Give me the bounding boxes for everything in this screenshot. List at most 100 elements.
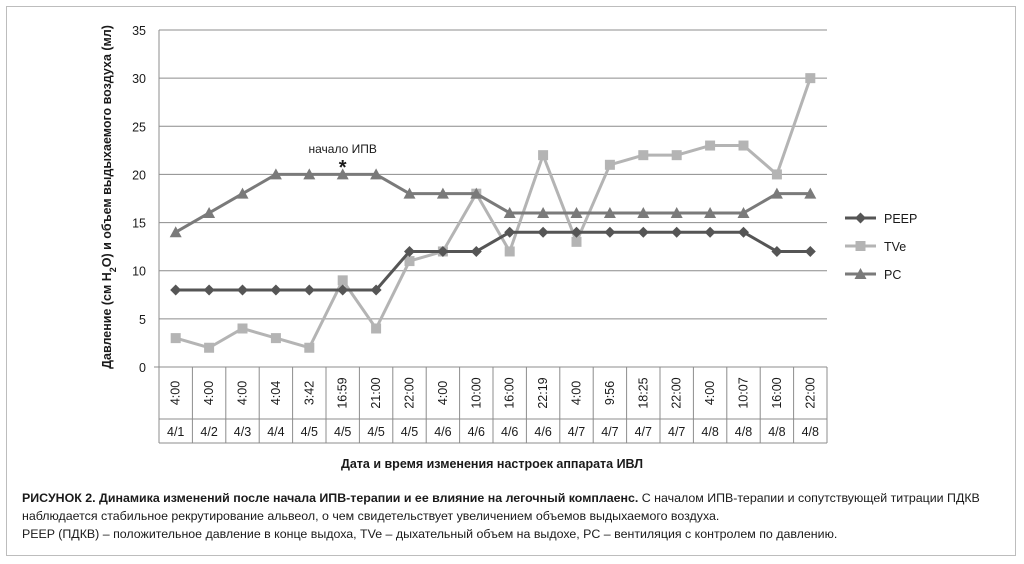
x-time-label-7: 22:00 bbox=[403, 377, 417, 408]
annotation-text: начало ИПВ bbox=[309, 142, 377, 156]
point-pc-17 bbox=[737, 206, 750, 218]
point-pc-10 bbox=[503, 206, 516, 218]
point-peep-15 bbox=[671, 226, 683, 238]
point-peep-6 bbox=[370, 284, 382, 296]
x-date-label-19: 4/8 bbox=[802, 425, 819, 439]
x-axis-label: Дата и время изменения настроек аппарата… bbox=[341, 457, 643, 471]
y-axis-label-subscript: 2 bbox=[108, 267, 118, 272]
chart-legend: PEEP TVe PC bbox=[845, 212, 917, 282]
point-pc-7 bbox=[403, 187, 416, 199]
point-tve-19 bbox=[805, 73, 816, 84]
point-peep-7 bbox=[404, 245, 415, 257]
caption-line-2: PEEP (ПДКВ) – положительное давление в к… bbox=[22, 527, 838, 541]
x-time-label-10: 16:00 bbox=[503, 377, 517, 408]
x-date-label-9: 4/6 bbox=[468, 425, 485, 439]
point-peep-13 bbox=[604, 226, 616, 238]
x-date-label-6: 4/5 bbox=[367, 425, 384, 439]
x-time-label-12: 4:00 bbox=[570, 381, 584, 405]
point-tve-16 bbox=[705, 140, 716, 151]
point-pc-13 bbox=[603, 206, 616, 218]
x-time-label-4: 3:42 bbox=[302, 381, 316, 405]
series-tve bbox=[170, 73, 816, 353]
figure-caption: РИСУНОК 2. Динамика изменений после нача… bbox=[22, 489, 1007, 543]
x-date-label-10: 4/6 bbox=[501, 425, 518, 439]
point-pc-9 bbox=[470, 187, 483, 199]
series-line-pc bbox=[174, 172, 811, 234]
point-peep-1 bbox=[203, 284, 215, 296]
x-time-label-13: 9:56 bbox=[603, 381, 617, 405]
series-line-tve bbox=[175, 77, 812, 350]
y-tick-label-2: 10 bbox=[132, 265, 146, 279]
x-date-label-3: 4/4 bbox=[267, 425, 284, 439]
x-time-label-5: 16:59 bbox=[336, 377, 350, 408]
legend-marker-peep bbox=[855, 212, 866, 224]
x-time-label-16: 4:00 bbox=[703, 381, 717, 405]
x-time-label-8: 4:00 bbox=[436, 381, 450, 405]
point-tve-18 bbox=[771, 169, 782, 180]
y-tick-label-1: 5 bbox=[139, 313, 146, 327]
point-peep-11 bbox=[537, 226, 549, 238]
point-peep-4 bbox=[303, 284, 315, 296]
point-pc-15 bbox=[670, 206, 683, 218]
legend-marker-pc bbox=[854, 268, 867, 279]
point-tve-14 bbox=[638, 150, 649, 161]
x-axis-table: 4:00 4:00 4:00 4:04 3:42 16:59 21:00 22:00 4:00 1… bbox=[158, 367, 828, 444]
point-tve-5 bbox=[337, 275, 348, 286]
point-pc-11 bbox=[537, 206, 550, 218]
point-peep-0 bbox=[170, 284, 182, 296]
x-time-label-0: 4:00 bbox=[169, 381, 183, 405]
point-peep-16 bbox=[704, 226, 716, 238]
figure-frame bbox=[6, 6, 1016, 556]
point-peep-12 bbox=[571, 226, 582, 238]
point-pc-19 bbox=[804, 187, 817, 199]
y-axis-label: Давление (см H2O) и объем выдыхаемого во… bbox=[100, 25, 118, 369]
y-tick-label-7: 35 bbox=[132, 24, 146, 38]
series-line-peep bbox=[175, 230, 811, 292]
point-pc-6 bbox=[370, 168, 383, 180]
point-peep-14 bbox=[637, 226, 649, 238]
x-date-label-11: 4/6 bbox=[534, 425, 551, 439]
legend-marker-tve bbox=[855, 241, 866, 251]
point-tve-13 bbox=[604, 159, 615, 170]
point-tve-10 bbox=[504, 246, 515, 257]
x-time-label-6: 21:00 bbox=[369, 377, 383, 408]
point-tve-15 bbox=[671, 150, 682, 161]
point-tve-17 bbox=[738, 140, 749, 151]
point-peep-2 bbox=[237, 284, 248, 296]
x-date-label-4: 4/5 bbox=[301, 425, 318, 439]
caption-text: С началом ИПВ-терапии и сопутствующей ти… bbox=[22, 491, 980, 523]
point-pc-4 bbox=[303, 168, 316, 180]
point-peep-5 bbox=[337, 284, 349, 296]
x-time-label-15: 22:00 bbox=[670, 377, 684, 408]
x-date-label-16: 4/8 bbox=[701, 425, 718, 439]
point-tve-11 bbox=[538, 150, 549, 161]
point-tve-6 bbox=[371, 323, 382, 334]
x-time-label-17: 10:07 bbox=[737, 377, 751, 408]
point-pc-0 bbox=[169, 226, 182, 238]
point-tve-4 bbox=[304, 342, 315, 353]
point-tve-3 bbox=[270, 333, 281, 344]
x-date-label-5: 4/5 bbox=[334, 425, 351, 439]
point-pc-8 bbox=[436, 187, 449, 199]
series-pc bbox=[169, 168, 817, 238]
legend-label-peep: PEEP bbox=[884, 212, 917, 226]
point-pc-12 bbox=[570, 206, 583, 218]
point-pc-2 bbox=[236, 187, 249, 199]
caption-title: РИСУНОК 2. Динамика изменений после нача… bbox=[22, 491, 639, 505]
point-peep-8 bbox=[437, 245, 449, 257]
point-tve-12 bbox=[571, 236, 582, 247]
point-pc-1 bbox=[203, 206, 216, 218]
x-time-label-9: 10:00 bbox=[469, 377, 483, 408]
y-axis-label-part-2: O) и объем выдыхаемого воздуха (мл) bbox=[100, 25, 114, 267]
point-tve-0 bbox=[170, 333, 181, 344]
y-tick-label-0: 0 bbox=[139, 361, 146, 375]
point-tve-1 bbox=[204, 342, 215, 353]
x-time-label-1: 4:00 bbox=[202, 381, 216, 405]
point-tve-2 bbox=[237, 323, 248, 334]
y-tick-label-3: 15 bbox=[132, 217, 146, 231]
x-time-label-2: 4:00 bbox=[236, 381, 250, 405]
x-date-label-2: 4/3 bbox=[234, 425, 251, 439]
point-pc-14 bbox=[637, 206, 650, 218]
x-time-label-19: 22:00 bbox=[803, 377, 817, 408]
point-peep-19 bbox=[804, 245, 816, 257]
